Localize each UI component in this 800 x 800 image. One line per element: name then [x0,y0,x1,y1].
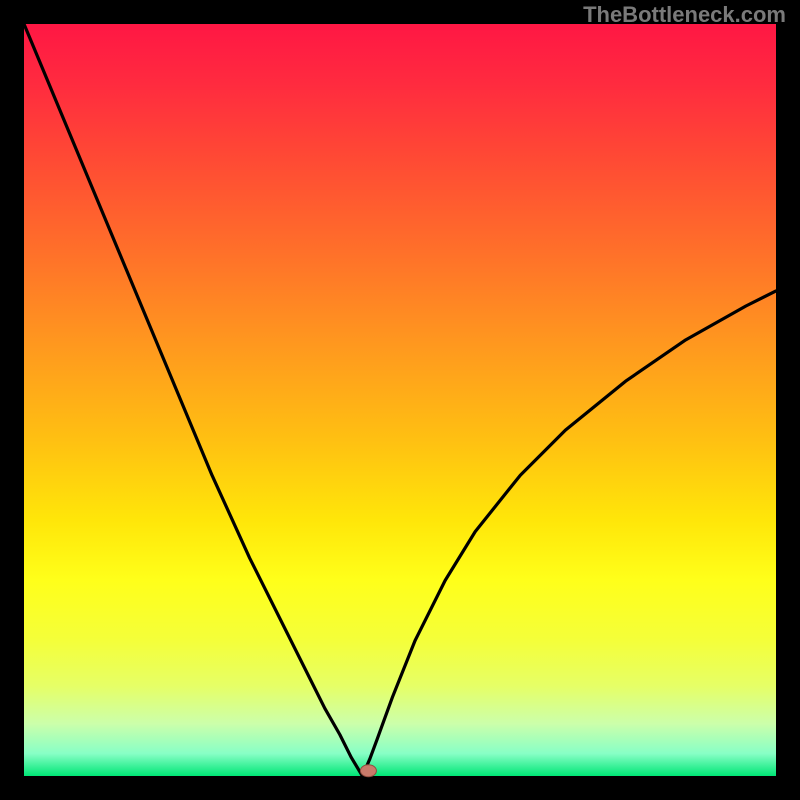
chart-container: TheBottleneck.com [0,0,800,800]
watermark-text: TheBottleneck.com [583,2,786,28]
optimum-marker [360,765,376,777]
gradient-plot-area [24,24,776,776]
bottleneck-chart [0,0,800,800]
